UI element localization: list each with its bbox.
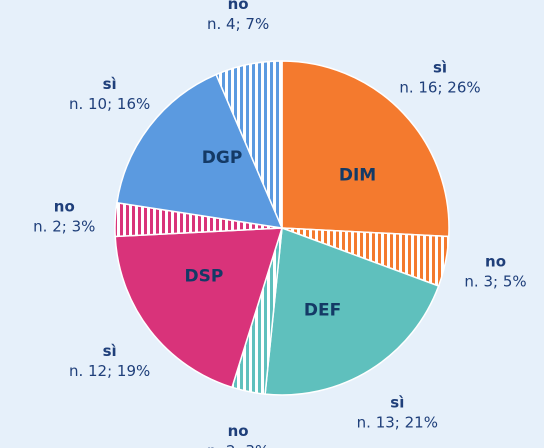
slice-label: n. 2; 3%	[207, 442, 269, 448]
pie-slice	[215, 60, 283, 229]
slice-category: sì	[390, 394, 404, 412]
pie-slice	[264, 226, 440, 396]
slice-category: sì	[103, 75, 117, 93]
slice-label: n. 16; 26%	[399, 78, 480, 96]
slice-label: n. 13; 21%	[357, 414, 438, 432]
slice-category: sì	[433, 58, 447, 76]
slice-category: sì	[103, 342, 117, 360]
slice-label: n. 10; 16%	[69, 95, 150, 113]
group-label: DEF	[304, 301, 341, 321]
slice-category: no	[228, 0, 249, 13]
pie-slice	[281, 60, 450, 238]
pie-slice	[114, 227, 284, 389]
slice-label: n. 4; 7%	[207, 15, 269, 33]
slice-category: no	[228, 422, 249, 440]
slice-category: no	[485, 252, 506, 270]
slice-label: n. 2; 3%	[33, 217, 95, 235]
slice-category: no	[54, 197, 75, 215]
pie-slice	[116, 73, 284, 229]
group-label: DSP	[185, 267, 224, 287]
slice-label: n. 3; 5%	[464, 272, 526, 290]
group-label: DIM	[339, 165, 376, 185]
slice-label: n. 12; 19%	[69, 362, 150, 380]
group-label: DGP	[202, 148, 243, 168]
